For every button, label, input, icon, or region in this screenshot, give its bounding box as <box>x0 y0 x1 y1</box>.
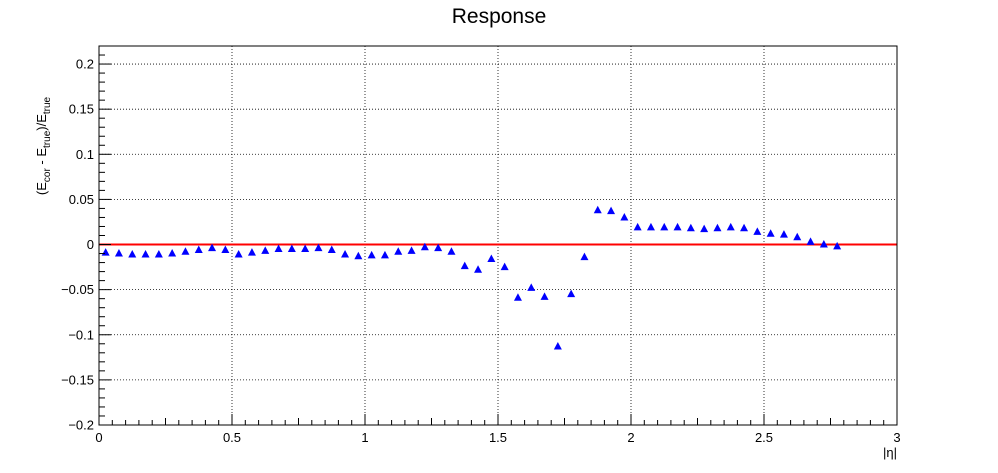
data-point-marker <box>673 222 682 231</box>
y-axis-label-subscript: true <box>42 130 53 148</box>
data-point-marker <box>287 244 296 253</box>
data-point-marker <box>407 246 416 254</box>
data-point-marker <box>793 232 802 241</box>
y-tick-label: 0.2 <box>76 57 94 72</box>
data-point-marker <box>646 222 655 231</box>
data-point-marker <box>713 223 722 232</box>
x-tick-label: 2 <box>627 430 634 445</box>
y-tick-label: 0 <box>87 237 94 252</box>
data-point-marker <box>487 254 496 262</box>
data-point-marker <box>540 292 549 300</box>
data-point-marker <box>833 241 842 250</box>
data-point-marker <box>527 283 536 291</box>
y-tick-label: 0.15 <box>69 102 94 117</box>
data-point-marker <box>434 243 443 252</box>
y-tick-label: −0.2 <box>68 418 94 433</box>
y-axis-label-part: (E <box>34 182 49 195</box>
x-tick-label: 0 <box>95 430 102 445</box>
data-point-marker <box>753 227 762 235</box>
y-tick-label: 0.05 <box>69 192 94 207</box>
data-point-marker <box>806 237 815 245</box>
data-point-marker <box>301 244 310 253</box>
data-point-marker <box>740 223 749 232</box>
data-point-marker <box>274 244 283 253</box>
data-point-marker <box>341 249 350 258</box>
y-axis-label-part: )/E <box>34 114 49 131</box>
x-axis-label: |η| <box>883 445 897 460</box>
data-point-marker <box>420 242 429 251</box>
x-tick-label: 1 <box>361 430 368 445</box>
data-point-marker <box>593 205 602 214</box>
y-tick-label: −0.1 <box>68 327 94 342</box>
y-tick-label: −0.15 <box>61 372 94 387</box>
data-point-marker <box>819 240 828 248</box>
data-point-marker <box>553 341 562 350</box>
chart-title: Response <box>452 5 547 28</box>
data-point-marker <box>247 248 256 256</box>
data-point-marker <box>447 247 456 255</box>
data-point-marker <box>766 229 775 237</box>
x-tick-label: 3 <box>893 430 900 445</box>
data-points <box>101 205 842 350</box>
y-tick-label: 0.1 <box>76 147 94 162</box>
data-point-marker <box>500 262 509 271</box>
data-point-marker <box>513 293 522 301</box>
x-axis-ticks: 0 0.5 1 1.5 2 2.5 3 <box>95 414 901 445</box>
data-point-marker <box>660 222 669 231</box>
data-point-marker <box>194 245 203 253</box>
data-point-marker <box>474 265 483 273</box>
data-point-marker <box>234 249 243 258</box>
x-tick-label: 2.5 <box>755 430 773 445</box>
data-point-marker <box>101 248 110 256</box>
data-point-marker <box>367 250 376 259</box>
data-point-marker <box>354 251 363 260</box>
y-axis-label-subscript: cor <box>42 168 53 183</box>
data-point-marker <box>261 246 270 254</box>
data-point-marker <box>181 247 190 255</box>
data-point-marker <box>208 243 217 252</box>
y-axis-label-subscript: true <box>42 96 53 114</box>
data-point-marker <box>314 243 323 252</box>
data-point-marker <box>700 224 709 233</box>
data-point-marker <box>726 222 735 231</box>
y-axis-label-part: - E <box>34 148 49 169</box>
data-point-marker <box>620 212 629 221</box>
data-point-marker <box>394 247 403 255</box>
x-tick-label: 1.5 <box>489 430 507 445</box>
data-point-marker <box>607 206 616 215</box>
data-point-marker <box>327 245 336 253</box>
data-point-marker <box>221 245 230 253</box>
data-point-marker <box>460 261 469 270</box>
data-point-marker <box>168 249 177 257</box>
data-point-marker <box>128 249 137 258</box>
data-point-marker <box>567 289 576 298</box>
x-tick-label: 0.5 <box>223 430 241 445</box>
y-tick-label: −0.05 <box>61 282 94 297</box>
y-axis-label: (Ecor - Etrue)/Etrue <box>34 96 53 195</box>
data-point-marker <box>779 230 788 238</box>
data-point-marker <box>154 249 163 258</box>
data-point-marker <box>380 250 389 259</box>
data-point-marker <box>633 222 642 231</box>
data-point-marker <box>686 223 695 232</box>
data-point-marker <box>114 249 123 257</box>
data-point-marker <box>580 252 589 261</box>
data-point-marker <box>141 249 150 258</box>
y-axis-ticks: −0.2 −0.15 −0.1 −0.05 0 0.05 0.1 0.15 0.2 <box>61 45 111 433</box>
grid-lines <box>99 46 897 425</box>
